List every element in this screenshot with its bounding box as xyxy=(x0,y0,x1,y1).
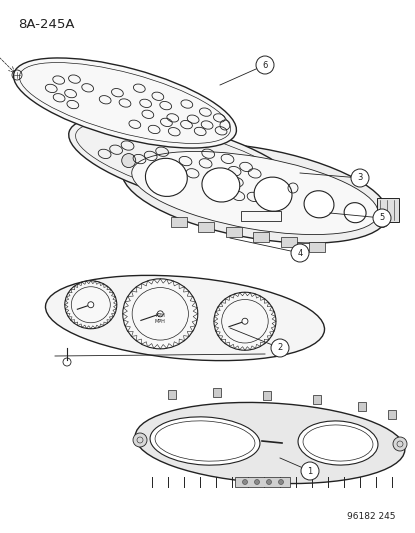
Circle shape xyxy=(254,480,259,484)
Ellipse shape xyxy=(122,143,388,243)
Ellipse shape xyxy=(65,281,117,329)
Text: KPH
MPH: KPH MPH xyxy=(155,313,166,324)
FancyBboxPatch shape xyxy=(281,237,297,247)
Text: 96182 245: 96182 245 xyxy=(347,512,395,521)
Circle shape xyxy=(242,318,248,324)
Circle shape xyxy=(242,480,247,484)
Text: 4: 4 xyxy=(298,248,303,257)
FancyBboxPatch shape xyxy=(309,241,325,252)
Circle shape xyxy=(133,433,147,447)
Text: 2: 2 xyxy=(277,343,283,352)
Ellipse shape xyxy=(298,421,378,465)
Ellipse shape xyxy=(214,292,276,350)
Circle shape xyxy=(256,56,274,74)
FancyBboxPatch shape xyxy=(198,222,214,232)
Circle shape xyxy=(266,480,271,484)
Ellipse shape xyxy=(46,276,325,361)
Ellipse shape xyxy=(14,58,237,148)
Circle shape xyxy=(301,462,319,480)
Circle shape xyxy=(88,302,94,308)
Circle shape xyxy=(393,437,407,451)
FancyBboxPatch shape xyxy=(377,198,399,222)
FancyBboxPatch shape xyxy=(388,410,395,419)
Circle shape xyxy=(351,169,369,187)
Text: 6: 6 xyxy=(262,61,268,69)
FancyBboxPatch shape xyxy=(168,390,176,399)
Circle shape xyxy=(373,209,391,227)
Ellipse shape xyxy=(135,402,405,483)
Circle shape xyxy=(122,154,136,167)
FancyBboxPatch shape xyxy=(235,477,290,487)
FancyBboxPatch shape xyxy=(226,227,242,237)
Ellipse shape xyxy=(254,177,292,211)
Circle shape xyxy=(278,480,283,484)
Circle shape xyxy=(271,339,289,357)
Text: 3: 3 xyxy=(357,174,363,182)
Circle shape xyxy=(375,214,389,228)
Ellipse shape xyxy=(132,151,378,235)
Ellipse shape xyxy=(344,203,366,223)
Ellipse shape xyxy=(202,168,240,202)
Ellipse shape xyxy=(69,116,301,209)
Ellipse shape xyxy=(123,279,198,349)
Text: 1: 1 xyxy=(308,466,312,475)
Text: 5: 5 xyxy=(379,214,385,222)
Ellipse shape xyxy=(145,158,187,197)
FancyBboxPatch shape xyxy=(213,388,222,397)
FancyBboxPatch shape xyxy=(264,391,271,400)
FancyBboxPatch shape xyxy=(171,217,187,227)
Ellipse shape xyxy=(150,417,260,465)
Text: 8A-245A: 8A-245A xyxy=(18,18,75,31)
Ellipse shape xyxy=(304,191,334,218)
FancyBboxPatch shape xyxy=(313,395,321,405)
Circle shape xyxy=(291,244,309,262)
Circle shape xyxy=(157,311,163,317)
FancyBboxPatch shape xyxy=(358,402,366,411)
FancyBboxPatch shape xyxy=(254,232,269,242)
